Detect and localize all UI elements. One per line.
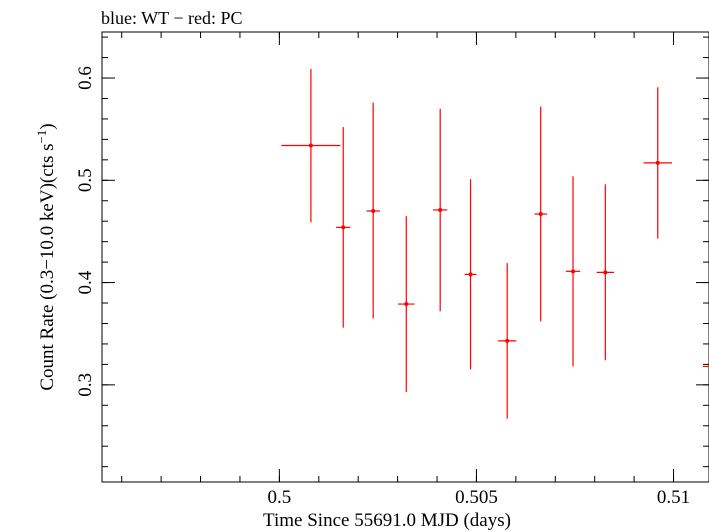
data-series (281, 68, 709, 419)
y-tick-label: 0.5 (75, 168, 96, 192)
data-point (336, 127, 351, 328)
x-tick-label: 0.505 (455, 487, 498, 508)
plot-frame (101, 31, 709, 483)
data-point (281, 68, 341, 223)
data-marker (655, 160, 660, 165)
chart-title: blue: WT − red: PC (101, 8, 242, 28)
data-marker (603, 270, 608, 275)
data-point (534, 106, 548, 322)
data-point (464, 179, 477, 370)
data-point (643, 87, 672, 239)
data-marker (308, 143, 313, 148)
data-point (596, 184, 615, 361)
axis-ticks (102, 32, 709, 482)
data-marker (341, 225, 346, 230)
data-marker (468, 272, 473, 277)
data-marker (371, 208, 376, 213)
data-point (565, 176, 581, 367)
data-marker (571, 269, 576, 274)
y-axis-label-superscript: −1 (34, 130, 49, 144)
x-tick-label: 0.5 (267, 487, 291, 508)
axis-tick-labels: 0.5 0.505 0.51 0.3 0.4 0.5 0.6 (75, 66, 690, 508)
x-axis-label: Time Since 55691.0 MJD (days) (263, 510, 511, 531)
y-tick-label: 0.4 (75, 270, 96, 294)
y-axis-label: Count Rate (0.3−10.0 keV)(cts s−1) (34, 123, 58, 390)
data-point (498, 263, 517, 419)
data-point (398, 216, 415, 392)
data-marker (438, 207, 443, 212)
data-marker (404, 302, 409, 307)
y-tick-label: 0.6 (75, 66, 96, 90)
y-tick-label: 0.3 (75, 373, 96, 397)
data-point (702, 365, 709, 368)
data-marker (505, 338, 510, 343)
y-axis-label-end: ) (37, 123, 58, 129)
data-point (366, 102, 380, 319)
x-tick-label: 0.51 (657, 487, 690, 508)
y-axis-label-main: Count Rate (0.3−10.0 keV)(cts s (37, 144, 58, 391)
data-point (433, 108, 448, 312)
data-marker (538, 212, 543, 217)
